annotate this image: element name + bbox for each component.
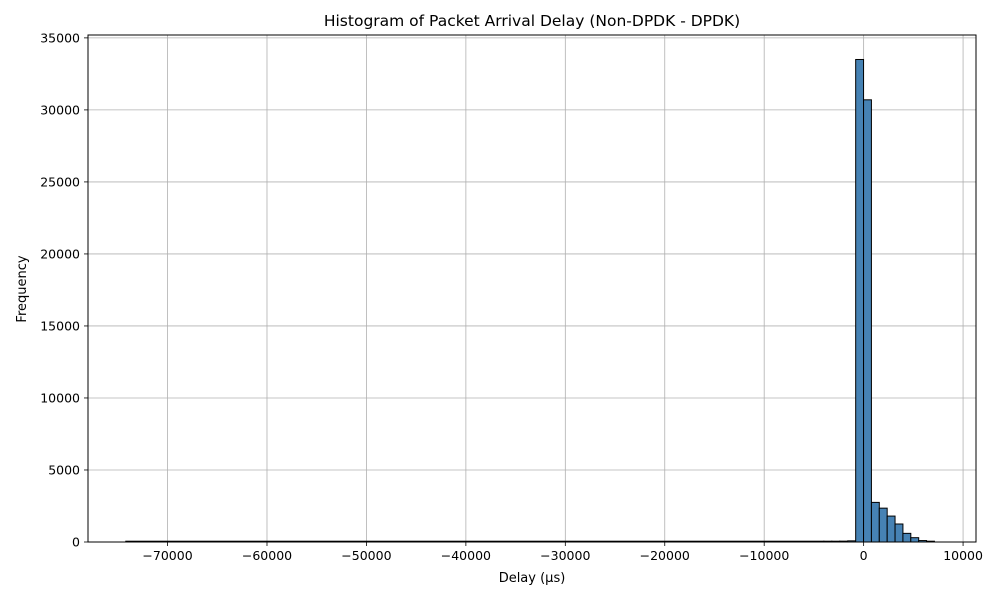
y-tick-label: 10000 [40, 390, 80, 405]
x-tick-label: −20000 [640, 548, 690, 563]
x-tick-label: −30000 [540, 548, 590, 563]
histogram-bar [863, 99, 872, 543]
x-tick-label: 10000 [943, 548, 983, 563]
chart-title: Histogram of Packet Arrival Delay (Non-D… [324, 12, 740, 30]
x-tick-label: −40000 [441, 548, 491, 563]
histogram-bar [902, 532, 912, 543]
x-axis-ticks: −70000 −60000 −50000 −40000 −30000 −20000 −100… [142, 542, 983, 563]
histogram-bar [878, 507, 888, 543]
y-axis-label: Frequency [15, 255, 30, 322]
y-tick-label: 15000 [40, 318, 80, 333]
histogram-bar [910, 537, 920, 543]
y-tick-label: 20000 [40, 246, 80, 261]
x-tick-label: −70000 [142, 548, 192, 563]
x-tick-label: −10000 [739, 548, 789, 563]
histogram-bar [855, 58, 865, 543]
x-axis-label: Delay (µs) [499, 571, 566, 586]
x-tick-label: −60000 [242, 548, 292, 563]
y-axis-ticks: 0 5000 10000 15000 20000 25000 30000 35000 [40, 30, 88, 550]
histogram-bar [894, 523, 904, 543]
y-tick-label: 25000 [40, 174, 80, 189]
x-tick-label: −50000 [341, 548, 391, 563]
histogram-bar [870, 501, 880, 543]
y-tick-label: 5000 [48, 462, 80, 477]
y-tick-label: 30000 [40, 102, 80, 117]
x-tick-label: 0 [860, 548, 868, 563]
plot-area [88, 35, 976, 542]
y-tick-label: 0 [72, 535, 80, 550]
plot-frame [87, 34, 977, 543]
histogram-bar [886, 515, 896, 543]
y-tick-label: 35000 [40, 30, 80, 45]
